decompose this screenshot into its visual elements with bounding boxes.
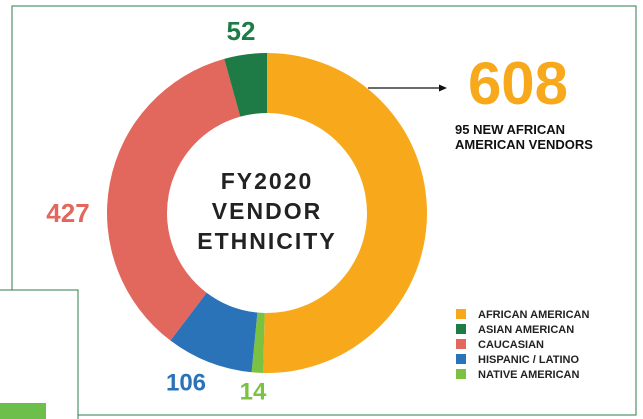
value-label: 608 bbox=[468, 50, 568, 117]
donut-segment bbox=[106, 58, 241, 341]
value-label: 52 bbox=[227, 16, 256, 46]
legend-label: HISPANIC / LATINO bbox=[478, 354, 579, 366]
legend-swatch bbox=[456, 354, 466, 364]
legend-swatch bbox=[456, 369, 466, 379]
frame bbox=[11, 5, 637, 416]
value-label: 14 bbox=[240, 378, 267, 405]
legend-label: CAUCASIAN bbox=[478, 339, 544, 351]
arrow-head bbox=[439, 84, 447, 92]
legend-label: ASIAN AMERICAN bbox=[478, 324, 574, 336]
legend-label: AFRICAN AMERICAN bbox=[478, 309, 589, 321]
center-title: FY2020 VENDOR ETHNICITY bbox=[197, 168, 337, 254]
donut-segment bbox=[251, 312, 265, 373]
annotation: 95 NEW AFRICAN AMERICAN VENDORS bbox=[455, 122, 593, 152]
side-panel bbox=[0, 289, 79, 419]
legend-label: NATIVE AMERICAN bbox=[478, 369, 580, 381]
donut-segment bbox=[263, 53, 427, 373]
legend-swatch bbox=[456, 324, 466, 334]
value-label: 106 bbox=[166, 369, 206, 396]
donut-segment bbox=[170, 292, 258, 373]
side-button bbox=[0, 403, 46, 419]
value-label: 427 bbox=[46, 198, 89, 228]
legend-swatch bbox=[456, 309, 466, 319]
legend-swatch bbox=[456, 339, 466, 349]
donut-segment bbox=[224, 53, 267, 117]
